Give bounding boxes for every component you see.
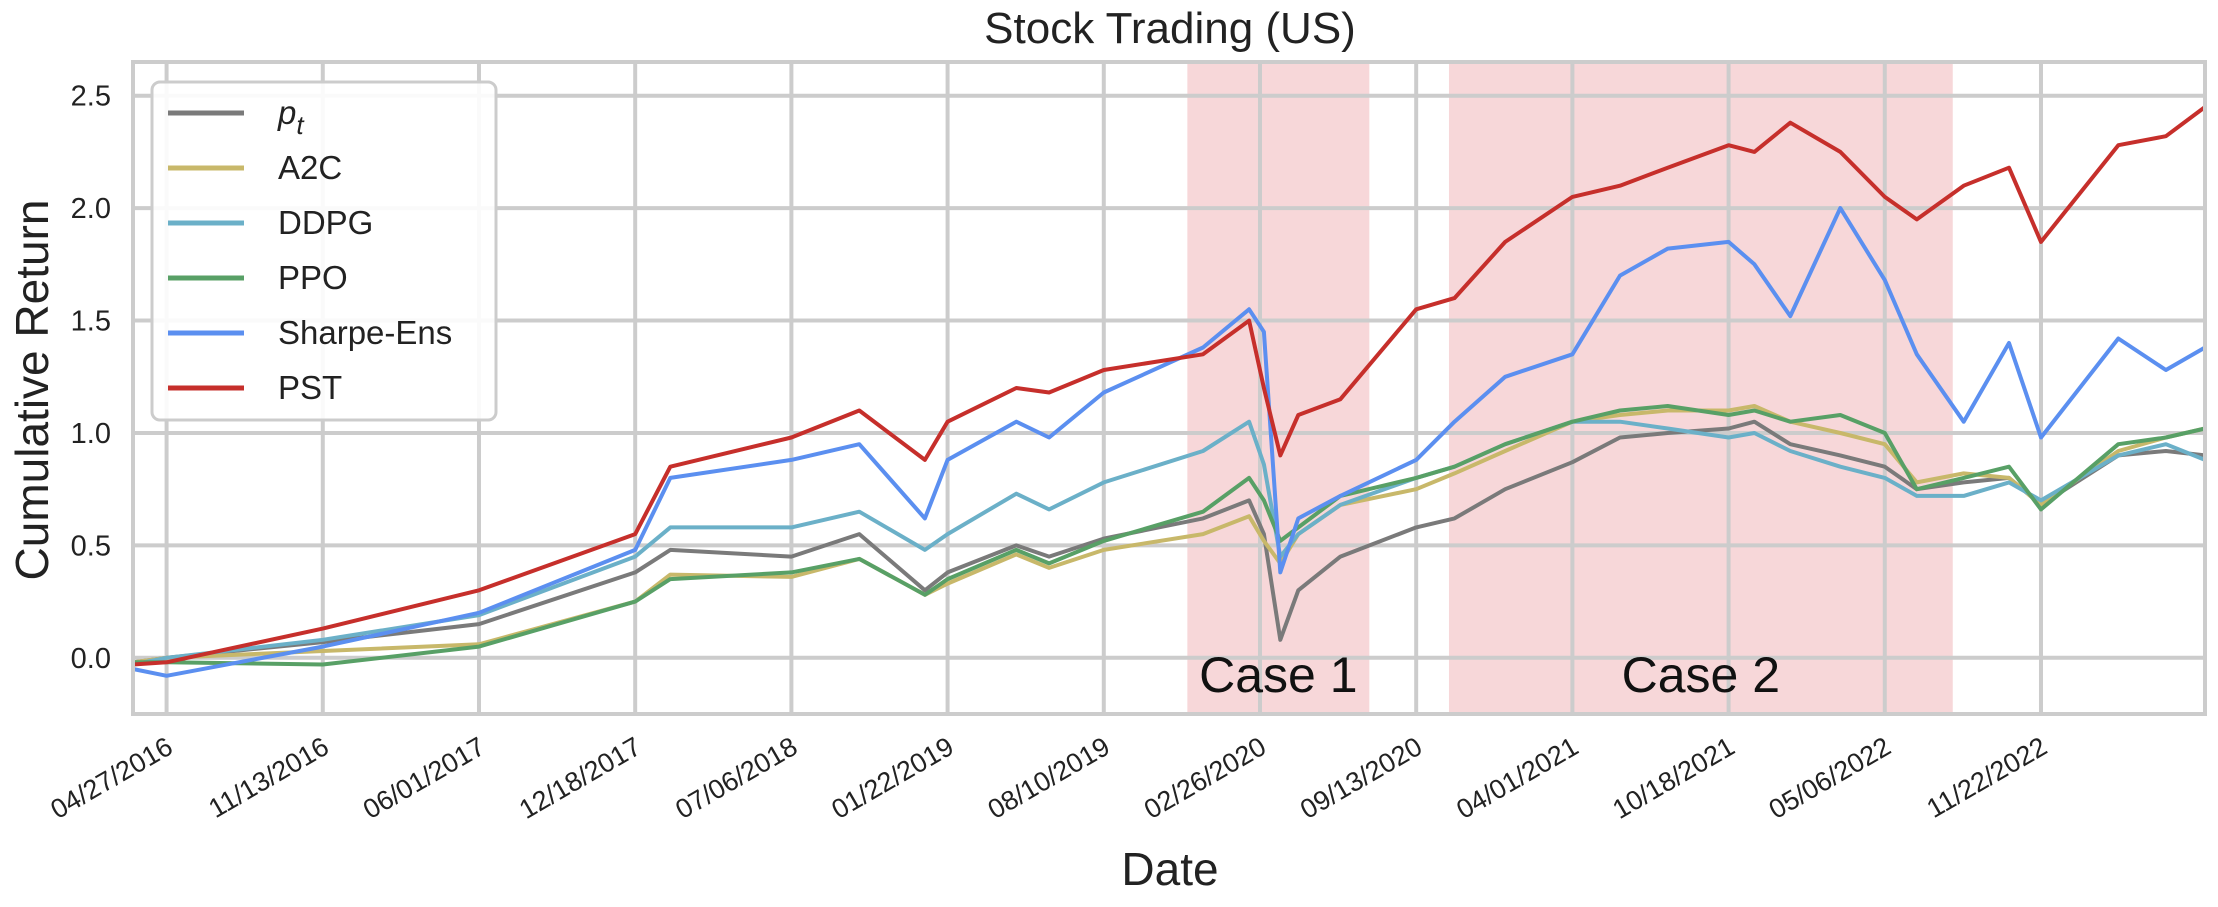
x-tick-label: 11/13/2016 bbox=[203, 731, 333, 824]
x-tick-label: 06/01/2017 bbox=[358, 731, 490, 825]
legend-label: Sharpe-Ens bbox=[278, 314, 452, 351]
chart-title: Stock Trading (US) bbox=[984, 4, 1356, 53]
x-axis-label: Date bbox=[1121, 843, 1218, 895]
x-tick-label: 08/10/2019 bbox=[983, 731, 1115, 825]
y-tick-label: 1.0 bbox=[71, 418, 111, 450]
case-label-2: Case 2 bbox=[1622, 647, 1780, 703]
y-tick-label: 2.5 bbox=[71, 81, 111, 113]
x-tick-label: 04/01/2021 bbox=[1451, 731, 1583, 825]
shaded-region-2 bbox=[1449, 62, 1953, 714]
y-tick-label: 2.0 bbox=[71, 193, 111, 225]
y-tick-label: 1.5 bbox=[71, 306, 111, 338]
x-tick-label: 12/18/2017 bbox=[514, 731, 646, 825]
x-tick-label: 05/06/2022 bbox=[1764, 731, 1896, 825]
x-tick-label: 10/18/2021 bbox=[1608, 731, 1740, 825]
legend-label: A2C bbox=[278, 149, 342, 186]
y-tick-label: 0.0 bbox=[71, 643, 111, 675]
case-label-1: Case 1 bbox=[1199, 647, 1357, 703]
y-axis-label: Cumulative Return bbox=[6, 200, 58, 581]
legend-label: PPO bbox=[278, 259, 348, 296]
x-tick-label: 04/27/2016 bbox=[46, 731, 178, 825]
x-tick-label: 07/06/2018 bbox=[670, 731, 802, 825]
x-tick-label: 01/22/2019 bbox=[827, 731, 959, 825]
legend-label: DDPG bbox=[278, 204, 373, 241]
x-tick-label: 11/22/2022 bbox=[1922, 731, 2052, 824]
y-tick-label: 0.5 bbox=[71, 530, 111, 562]
x-tick-label: 09/13/2020 bbox=[1295, 731, 1427, 825]
shaded-regions bbox=[1187, 62, 1952, 714]
legend-label: PST bbox=[278, 369, 342, 406]
x-tick-label: 02/26/2020 bbox=[1139, 731, 1271, 825]
